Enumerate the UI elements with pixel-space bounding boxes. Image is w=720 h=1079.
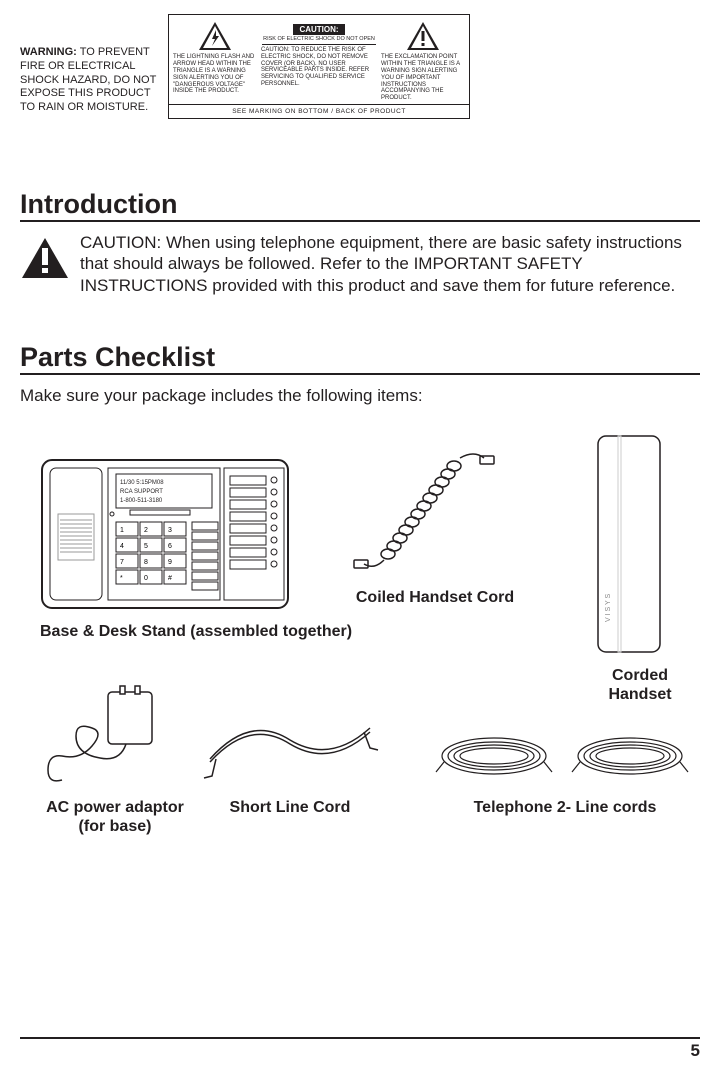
- label-base: Base & Desk Stand (assembled together): [40, 623, 352, 641]
- svg-text:8: 8: [144, 559, 148, 566]
- page-footer: 5: [20, 1037, 700, 1061]
- parts-intro-text: Make sure your package includes the foll…: [20, 385, 700, 406]
- heading-introduction: Introduction: [20, 189, 700, 222]
- coiled-cord-icon: [350, 444, 500, 584]
- svg-text:0: 0: [144, 575, 148, 582]
- part-short-cord: Short Line Cord: [190, 704, 390, 817]
- caution-mid-label: CAUTION:: [293, 24, 344, 35]
- svg-text:6: 6: [168, 543, 172, 550]
- label-shortcord: Short Line Cord: [190, 799, 390, 817]
- tel-cords-icon: [430, 724, 700, 794]
- svg-text:1: 1: [120, 527, 124, 534]
- page-number: 5: [691, 1041, 700, 1060]
- part-base: 11/30 5:15PM08 RCA SUPPORT 1-800-511-318…: [40, 454, 352, 641]
- svg-text:2: 2: [144, 527, 148, 534]
- warning-label: WARNING:: [20, 46, 77, 58]
- part-handset: V I S Y S Corded Handset: [580, 434, 700, 704]
- caution-left-text: THE LIGHTNING FLASH AND ARROW HEAD WITHI…: [172, 54, 258, 95]
- part-coiled-cord: Coiled Handset Cord: [350, 444, 520, 607]
- caution-mid-text: CAUTION: TO REDUCE THE RISK OF ELECTRIC …: [260, 47, 378, 88]
- svg-text:5: 5: [144, 543, 148, 550]
- intro-text: CAUTION: When using telephone equipment,…: [80, 232, 700, 296]
- caution-panel: THE LIGHTNING FLASH AND ARROW HEAD WITHI…: [168, 14, 470, 119]
- base-unit-icon: 11/30 5:15PM08 RCA SUPPORT 1-800-511-318…: [40, 454, 290, 614]
- short-cord-icon: [190, 704, 390, 794]
- svg-text:RCA SUPPORT: RCA SUPPORT: [120, 489, 163, 495]
- svg-text:1-800-511-3180: 1-800-511-3180: [120, 498, 163, 504]
- svg-text:#: #: [168, 575, 172, 582]
- warning-row: WARNING: TO PREVENT FIRE OR ELECTRICAL S…: [20, 14, 700, 119]
- label-telcords: Telephone 2- Line cords: [430, 799, 700, 817]
- svg-text:V I S Y S: V I S Y S: [605, 594, 612, 622]
- label-handset: Corded Handset: [580, 667, 700, 704]
- svg-text:4: 4: [120, 543, 124, 550]
- svg-text:3: 3: [168, 527, 172, 534]
- label-coiled: Coiled Handset Cord: [350, 589, 520, 607]
- lightning-triangle-icon: [198, 21, 232, 51]
- caution-mid-col: CAUTION: RISK OF ELECTRIC SHOCK DO NOT O…: [260, 19, 378, 102]
- part-tel-cords: Telephone 2- Line cords: [430, 724, 700, 817]
- intro-row: CAUTION: When using telephone equipment,…: [20, 232, 700, 296]
- svg-text:11/30 5:15PM08: 11/30 5:15PM08: [120, 480, 164, 486]
- caution-right-col: THE EXCLAMATION POINT WITHIN THE TRIANGL…: [380, 19, 466, 102]
- caution-right-text: THE EXCLAMATION POINT WITHIN THE TRIANGL…: [380, 54, 466, 102]
- warning-text: WARNING: TO PREVENT FIRE OR ELECTRICAL S…: [20, 14, 160, 115]
- caution-left-col: THE LIGHTNING FLASH AND ARROW HEAD WITHI…: [172, 19, 258, 102]
- svg-text:9: 9: [168, 559, 172, 566]
- exclamation-triangle-icon: [406, 21, 440, 51]
- label-ac: AC power adaptor (for base): [40, 799, 190, 836]
- part-ac-adaptor: AC power adaptor (for base): [40, 684, 190, 836]
- parts-area: 11/30 5:15PM08 RCA SUPPORT 1-800-511-318…: [20, 424, 700, 1014]
- svg-text:7: 7: [120, 559, 124, 566]
- ac-adaptor-icon: [40, 684, 180, 794]
- caution-mid-risk: RISK OF ELECTRIC SHOCK DO NOT OPEN: [262, 37, 376, 45]
- warning-triangle-icon: [20, 236, 70, 280]
- heading-parts: Parts Checklist: [20, 342, 700, 375]
- caution-footer: SEE MARKING ON BOTTOM / BACK OF PRODUCT: [169, 104, 469, 118]
- handset-icon: V I S Y S: [580, 434, 680, 654]
- svg-text:*: *: [120, 575, 123, 582]
